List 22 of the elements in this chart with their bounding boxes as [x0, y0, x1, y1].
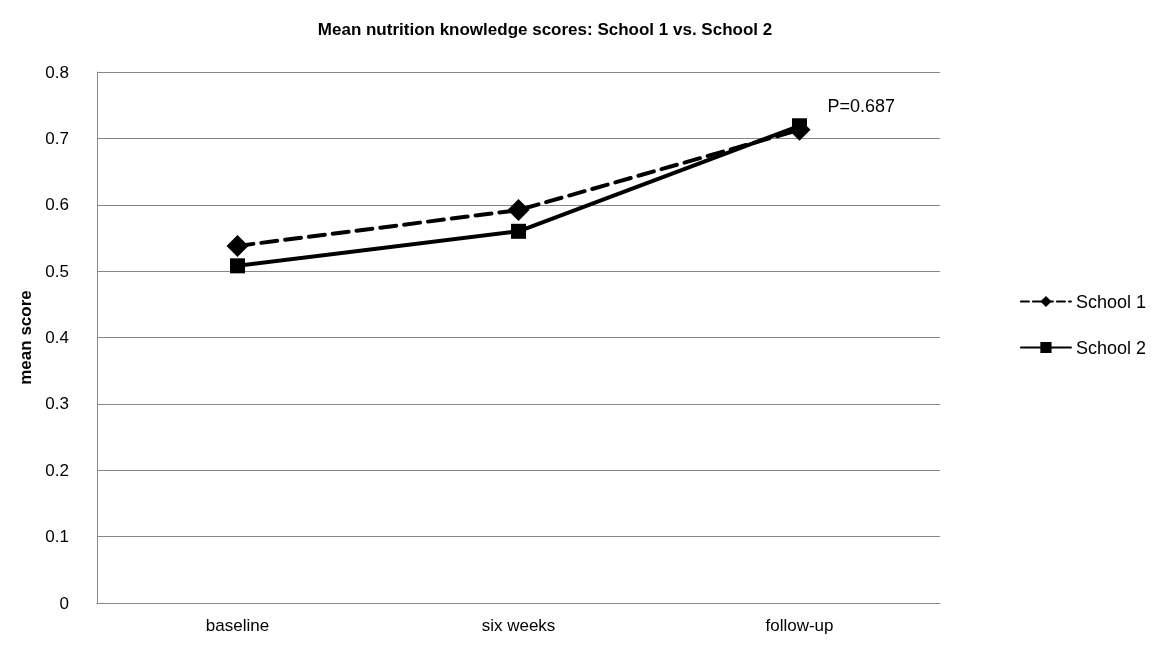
y-tick-label: 0.2 — [45, 460, 69, 480]
point — [792, 118, 807, 134]
y-tick-label: 0.5 — [45, 261, 69, 281]
point — [511, 223, 526, 239]
x-tick-label: baseline — [205, 616, 270, 635]
legend-label: School 1 — [1075, 291, 1147, 312]
x-tick-label: six weeks — [481, 616, 556, 635]
point — [507, 199, 530, 222]
point — [226, 234, 249, 257]
point — [230, 258, 245, 274]
y-tick-label: 0.3 — [45, 394, 69, 414]
y-tick-label: 0.6 — [45, 195, 69, 215]
y-tick-label: 0.7 — [45, 128, 69, 148]
chart-title: Mean nutrition knowledge scores: School 1 vs. School 2 — [317, 20, 773, 39]
legend-label: School 2 — [1075, 337, 1147, 358]
y-axis-title: mean score — [16, 290, 36, 385]
x-tick-label: follow-up — [765, 616, 834, 635]
annotation: P=0.687 — [827, 96, 896, 117]
y-tick-label: 0.8 — [45, 62, 69, 82]
y-tick-label: 0.4 — [45, 328, 69, 347]
y-tick-label: 0 — [59, 593, 69, 613]
y-tick-label: 0.1 — [45, 527, 69, 547]
